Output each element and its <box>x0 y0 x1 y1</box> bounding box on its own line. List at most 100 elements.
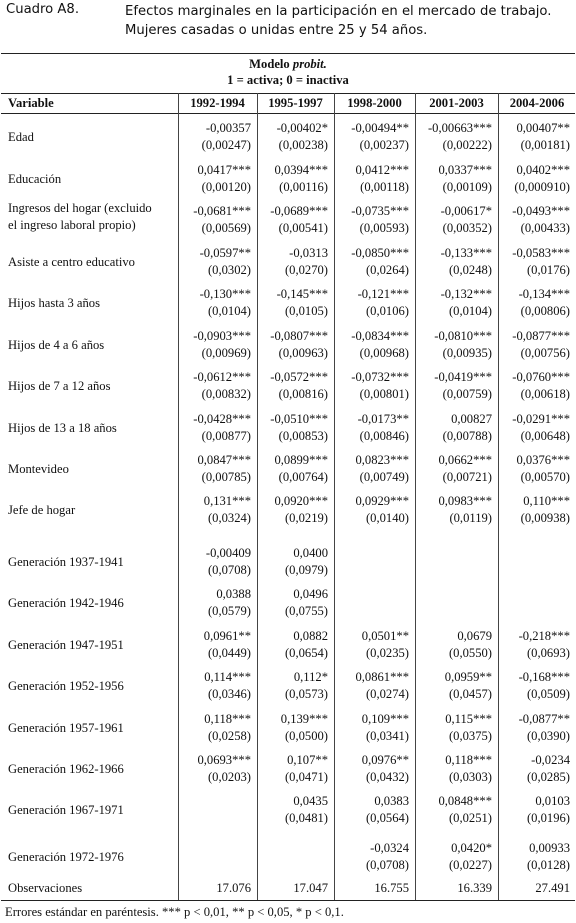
coefficient-cell: 0,0412*** <box>355 163 409 177</box>
coefficient-cell: 0,0679 <box>457 629 492 643</box>
row-label-line: Montevideo <box>8 462 69 476</box>
standard-error-cell: (0,0303) <box>448 770 492 784</box>
row-label-line: Hijos hasta 3 años <box>8 296 100 310</box>
standard-error-cell: (0,00764) <box>278 470 328 484</box>
period-column-header: 1992-1994 <box>190 96 245 110</box>
standard-error-cell: (0,00569) <box>201 221 251 235</box>
standard-error-cell: (0,00877) <box>201 429 251 443</box>
standard-error-cell: (0,00247) <box>201 138 251 152</box>
standard-error-cell: (0,00938) <box>520 511 570 525</box>
coefficient-cell: -0,0324 <box>370 841 409 855</box>
coefficient-cell: -0,0493*** <box>512 204 570 218</box>
row-label-line: Hijos de 4 a 6 años <box>8 338 105 352</box>
period-column-header: 1995-1997 <box>268 96 323 110</box>
row-label: Generación 1967-1971 <box>8 802 178 819</box>
coefficient-cell: 0,0496 <box>293 587 328 601</box>
standard-error-cell: (0,00237) <box>359 138 409 152</box>
standard-error-cell: (0,0346) <box>207 687 251 701</box>
row-label: Generación 1952-1956 <box>8 678 178 695</box>
coefficient-cell: -0,0572*** <box>270 370 328 384</box>
observations-cell: 16.339 <box>457 881 492 895</box>
coefficient-cell: -0,0689*** <box>270 204 328 218</box>
row-label-line: Generación 1952-1956 <box>8 679 124 693</box>
coefficient-cell: 0,0376*** <box>516 453 570 467</box>
coefficient-cell: -0,0681*** <box>193 204 251 218</box>
model-title: Modelo probit. <box>0 57 576 72</box>
standard-error-cell: (0,0219) <box>284 511 328 525</box>
column-divider <box>415 93 416 900</box>
row-label-line: Generación 1942-1946 <box>8 596 124 610</box>
standard-error-cell: (0,00968) <box>359 346 409 360</box>
standard-error-cell: (0,00352) <box>442 221 492 235</box>
standard-error-cell: (0,00935) <box>442 346 492 360</box>
column-divider <box>334 93 335 900</box>
standard-error-cell: (0,00756) <box>520 346 570 360</box>
row-label: Montevideo <box>8 461 178 478</box>
header-bottom-rule <box>1 113 575 114</box>
standard-error-cell: (0,00116) <box>279 180 328 194</box>
observations-label: Observaciones <box>8 881 83 895</box>
standard-error-cell: (0,00222) <box>442 138 492 152</box>
standard-error-cell: (0,0235) <box>365 646 409 660</box>
standard-error-cell: (0,00721) <box>442 470 492 484</box>
row-label-line: Generación 1947-1951 <box>8 638 124 652</box>
coefficient-cell: 0,112* <box>293 670 328 684</box>
coefficient-cell: 0,00933 <box>529 841 570 855</box>
coefficient-cell: 0,0848*** <box>438 794 492 808</box>
standard-error-cell: (0,00593) <box>359 221 409 235</box>
standard-error-cell: (0,0196) <box>526 811 570 825</box>
coefficient-cell: -0,0760*** <box>512 370 570 384</box>
coefficient-cell: -0,0807*** <box>270 329 328 343</box>
standard-error-cell: (0,0654) <box>284 646 328 660</box>
standard-error-cell: (0,00749) <box>359 470 409 484</box>
standard-error-cell: (0,00846) <box>359 429 409 443</box>
title-line-1: Efectos marginales en la participación e… <box>125 4 552 19</box>
model-encoding: 1 = activa; 0 = inactiva <box>227 73 349 87</box>
standard-error-cell: (0,0285) <box>526 770 570 784</box>
standard-error-cell: (0,0579) <box>207 604 251 618</box>
variable-column-header: Variable <box>8 96 54 110</box>
standard-error-cell: (0,0375) <box>448 729 492 743</box>
standard-error-cell: (0,0302) <box>207 263 251 277</box>
standard-error-cell: (0,0500) <box>284 729 328 743</box>
coefficient-cell: 0,0693*** <box>197 753 251 767</box>
standard-error-cell: (0,0755) <box>284 604 328 618</box>
standard-error-cell: (0,00109) <box>442 180 492 194</box>
coefficient-cell: -0,145*** <box>276 287 328 301</box>
row-label-line: Generación 1962-1966 <box>8 762 124 776</box>
header-top-rule <box>1 93 575 94</box>
coefficient-cell: -0,0313 <box>289 246 328 260</box>
coefficient-cell: -0,133*** <box>440 246 492 260</box>
standard-error-cell: (0,0564) <box>365 811 409 825</box>
row-label-line: Edad <box>8 130 34 144</box>
row-label: Hijos de 4 a 6 años <box>8 337 178 354</box>
coefficient-cell: 0,0929*** <box>355 494 409 508</box>
coefficient-cell: 0,0402*** <box>516 163 570 177</box>
row-label-line: Jefe de hogar <box>8 503 76 517</box>
coefficient-cell: -0,0903*** <box>193 329 251 343</box>
coefficient-cell: 0,0383 <box>374 794 409 808</box>
coefficient-cell: -0,00402* <box>276 121 328 135</box>
table-caption: Cuadro A8. Efectos marginales en la part… <box>0 0 576 48</box>
standard-error-cell: (0,00118) <box>360 180 409 194</box>
standard-error-cell: (0,00816) <box>278 387 328 401</box>
standard-error-cell: (0,000910) <box>514 180 570 194</box>
coefficient-cell: -0,121*** <box>357 287 409 301</box>
standard-error-cell: (0,0128) <box>526 858 570 872</box>
observations-cell: 16.755 <box>374 881 409 895</box>
standard-error-cell: (0,0176) <box>526 263 570 277</box>
coefficient-cell: 0,0899*** <box>274 453 328 467</box>
standard-error-cell: (0,00801) <box>359 387 409 401</box>
table-top-rule <box>1 53 575 54</box>
coefficient-cell: 0,0983*** <box>438 494 492 508</box>
column-divider <box>498 93 499 900</box>
row-label: Generación 1947-1951 <box>8 637 178 654</box>
coefficient-cell: 0,115*** <box>445 712 492 726</box>
coefficient-cell: -0,132*** <box>440 287 492 301</box>
table-footnote: Errores estándar en paréntesis. *** p < … <box>5 905 344 919</box>
coefficient-cell: -0,0597** <box>199 246 251 260</box>
coefficient-cell: 0,0847*** <box>197 453 251 467</box>
row-label: Generación 1942-1946 <box>8 595 178 612</box>
standard-error-cell: (0,00541) <box>278 221 328 235</box>
coefficient-cell: 0,0959** <box>444 670 492 684</box>
